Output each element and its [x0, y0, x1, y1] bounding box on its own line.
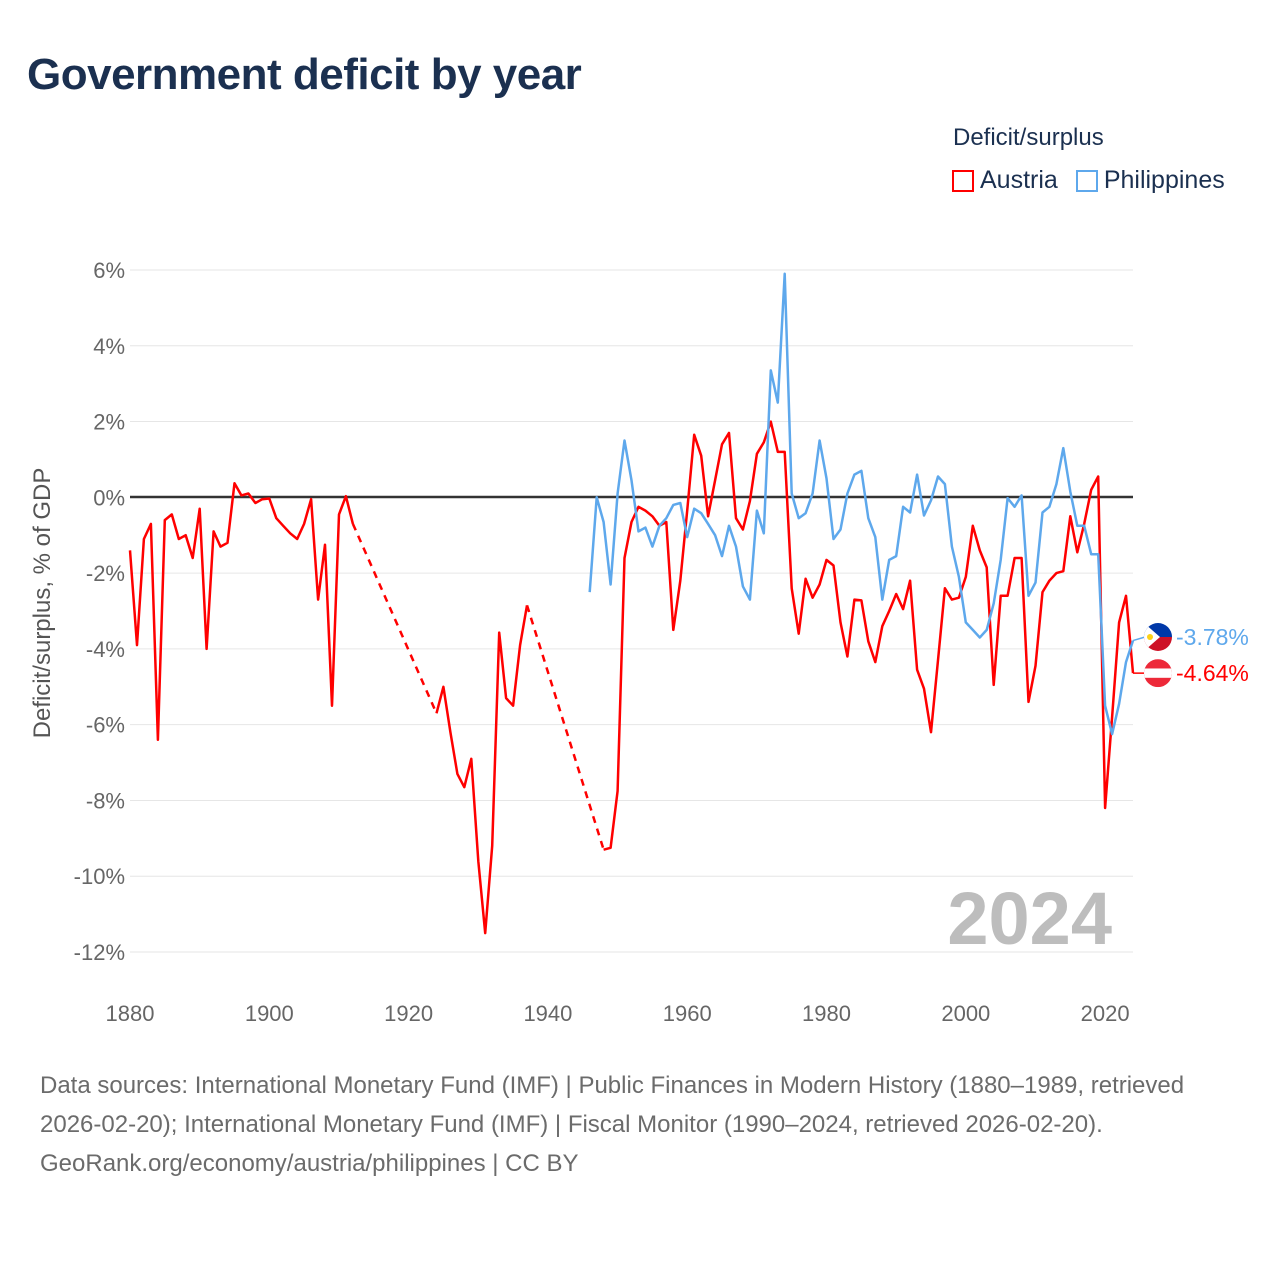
series-line-philippines[interactable]: [588, 272, 1135, 736]
x-tick-label: 1920: [384, 1001, 433, 1026]
y-tick-label: -12%: [74, 940, 125, 965]
legend-item-philippines[interactable]: Philippines: [1075, 166, 1225, 195]
series: [128, 272, 1135, 935]
legend-swatch-philippines: [1075, 169, 1098, 192]
y-tick-label: 4%: [93, 334, 125, 359]
end-value-label-philippines: -3.78%: [1176, 624, 1249, 650]
x-tick-labels: 1880 1900 1920 1940 1960 1980 2000 2020: [106, 1001, 1130, 1026]
y-tick-label: 0%: [93, 485, 125, 510]
y-tick-label: 2%: [93, 410, 125, 435]
austria-flag-icon: [1144, 659, 1172, 688]
x-tick-label: 1880: [106, 1001, 155, 1026]
legend-item-austria[interactable]: Austria: [952, 166, 1058, 195]
legend-swatch-austria: [952, 169, 974, 192]
legend-label-austria: Austria: [980, 166, 1058, 194]
y-tick-label: -4%: [86, 637, 125, 662]
series-gap-austria: [525, 604, 605, 851]
end-labels: -4.64% -3.78%: [1132, 623, 1249, 688]
footer: Data sources: International Monetary Fun…: [40, 1066, 1240, 1183]
y-tick-labels: 6% 4% 2% 0% -2% -4% -6% -8% -10% -12%: [74, 258, 125, 965]
x-tick-label: 1960: [663, 1001, 712, 1026]
legend-title: Deficit/surplus: [953, 124, 1104, 151]
end-connector: [1132, 636, 1146, 642]
chart-title: Government deficit by year: [27, 50, 582, 99]
y-tick-label: -2%: [86, 561, 125, 586]
series-line-austria[interactable]: [128, 420, 1135, 935]
legend: Austria Philippines: [952, 166, 1225, 195]
credit-link[interactable]: GeoRank.org/economy/austria/philippines …: [40, 1150, 579, 1177]
year-watermark: 2024: [947, 877, 1112, 960]
x-tick-label: 2000: [941, 1001, 990, 1026]
philippines-flag-icon: [1144, 623, 1172, 651]
series-gap-austria: [351, 523, 438, 714]
x-tick-label: 1940: [523, 1001, 572, 1026]
end-value-label-austria: -4.64%: [1176, 660, 1249, 686]
grid: [130, 269, 1133, 953]
x-tick-label: 1900: [245, 1001, 294, 1026]
y-tick-label: -6%: [86, 713, 125, 738]
legend-label-philippines: Philippines: [1103, 166, 1225, 194]
x-tick-label: 2020: [1081, 1001, 1130, 1026]
x-tick-label: 1980: [802, 1001, 851, 1026]
y-tick-label: -8%: [86, 788, 125, 813]
data-sources: Data sources: International Monetary Fun…: [40, 1072, 1185, 1138]
y-tick-label: -10%: [74, 864, 125, 889]
y-tick-label: 6%: [93, 258, 125, 283]
y-axis-label: Deficit/surplus, % of GDP: [29, 468, 56, 739]
